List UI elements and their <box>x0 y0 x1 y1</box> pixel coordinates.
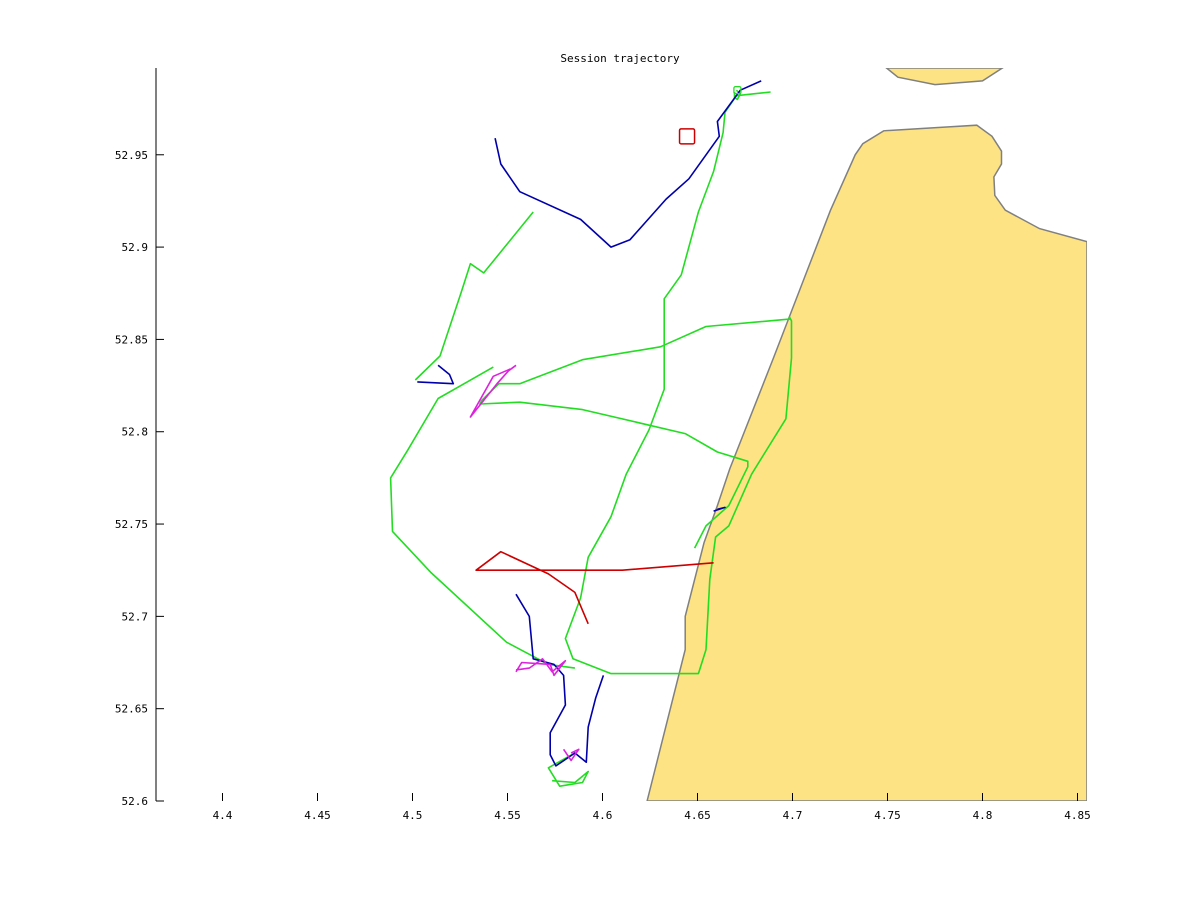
track-blue-6 <box>417 364 455 385</box>
x-ticks: 4.4 4.45 4.5 4.55 4.6 4.65 4.7 4.75 4.8 4.85 <box>213 793 1091 822</box>
track-magenta-10 <box>515 657 567 677</box>
series-layer <box>389 80 793 788</box>
y-tick-label: 52.85 <box>115 333 148 346</box>
x-tick-label: 4.85 <box>1064 809 1091 822</box>
y-tick-label: 52.95 <box>115 149 148 162</box>
land-mainland <box>646 124 1087 801</box>
marker-red-square <box>678 128 696 145</box>
y-tick-label: 52.8 <box>122 426 149 439</box>
y-ticks: 52.6 52.65 52.7 52.75 52.8 52.85 52.9 52.95 <box>115 149 164 808</box>
y-tick-label: 52.7 <box>122 610 149 623</box>
chart-title: Session trajectory <box>560 52 680 65</box>
x-tick-label: 4.75 <box>874 809 901 822</box>
land-layer <box>646 68 1087 801</box>
track-magenta-9 <box>469 364 517 418</box>
track-green-4 <box>547 752 590 788</box>
track-green-2 <box>414 211 534 381</box>
track-blue-5 <box>494 80 762 248</box>
track-blue-8 <box>515 593 605 767</box>
track-green-3 <box>389 366 576 669</box>
track-blue-7 <box>713 506 726 512</box>
y-tick-label: 52.75 <box>115 518 148 531</box>
x-tick-label: 4.45 <box>304 809 331 822</box>
x-tick-label: 4.5 <box>403 809 423 822</box>
y-tick-label: 52.65 <box>115 703 148 716</box>
x-tick-label: 4.65 <box>684 809 711 822</box>
x-tick-label: 4.4 <box>213 809 233 822</box>
x-tick-label: 4.7 <box>783 809 803 822</box>
y-tick-label: 52.9 <box>122 241 149 254</box>
land-island <box>885 68 1004 86</box>
track-red-12 <box>475 550 714 625</box>
track-green-1 <box>479 91 793 675</box>
track-magenta-11 <box>562 748 580 762</box>
x-tick-label: 4.55 <box>494 809 521 822</box>
marker-green-square <box>733 86 742 95</box>
marker-layer <box>678 86 742 145</box>
x-tick-label: 4.6 <box>593 809 613 822</box>
y-tick-label: 52.6 <box>122 795 149 808</box>
x-tick-label: 4.8 <box>973 809 993 822</box>
